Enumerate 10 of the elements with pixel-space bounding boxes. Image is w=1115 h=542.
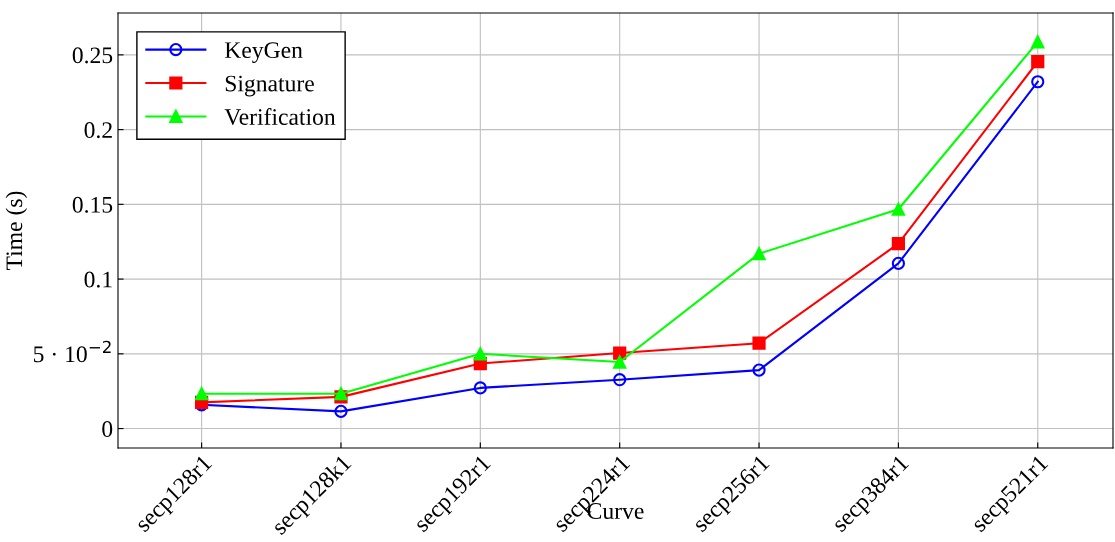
legend-label: KeyGen [224,42,303,63]
y-tick-label: 0.25 [72,47,113,64]
y-tick-label: 0.2 [84,122,112,139]
legend-label: Signature [225,75,314,97]
y-axis-title: Time (s) [5,191,28,270]
y-tick-label: 0.1 [84,271,112,288]
y-tick-label: 0 [102,421,113,437]
legend-label: Verification [224,108,336,126]
y-tick-label: 5 · 10$^{−2}$ [34,340,111,363]
y-tick-label: 0.15 [72,196,113,213]
